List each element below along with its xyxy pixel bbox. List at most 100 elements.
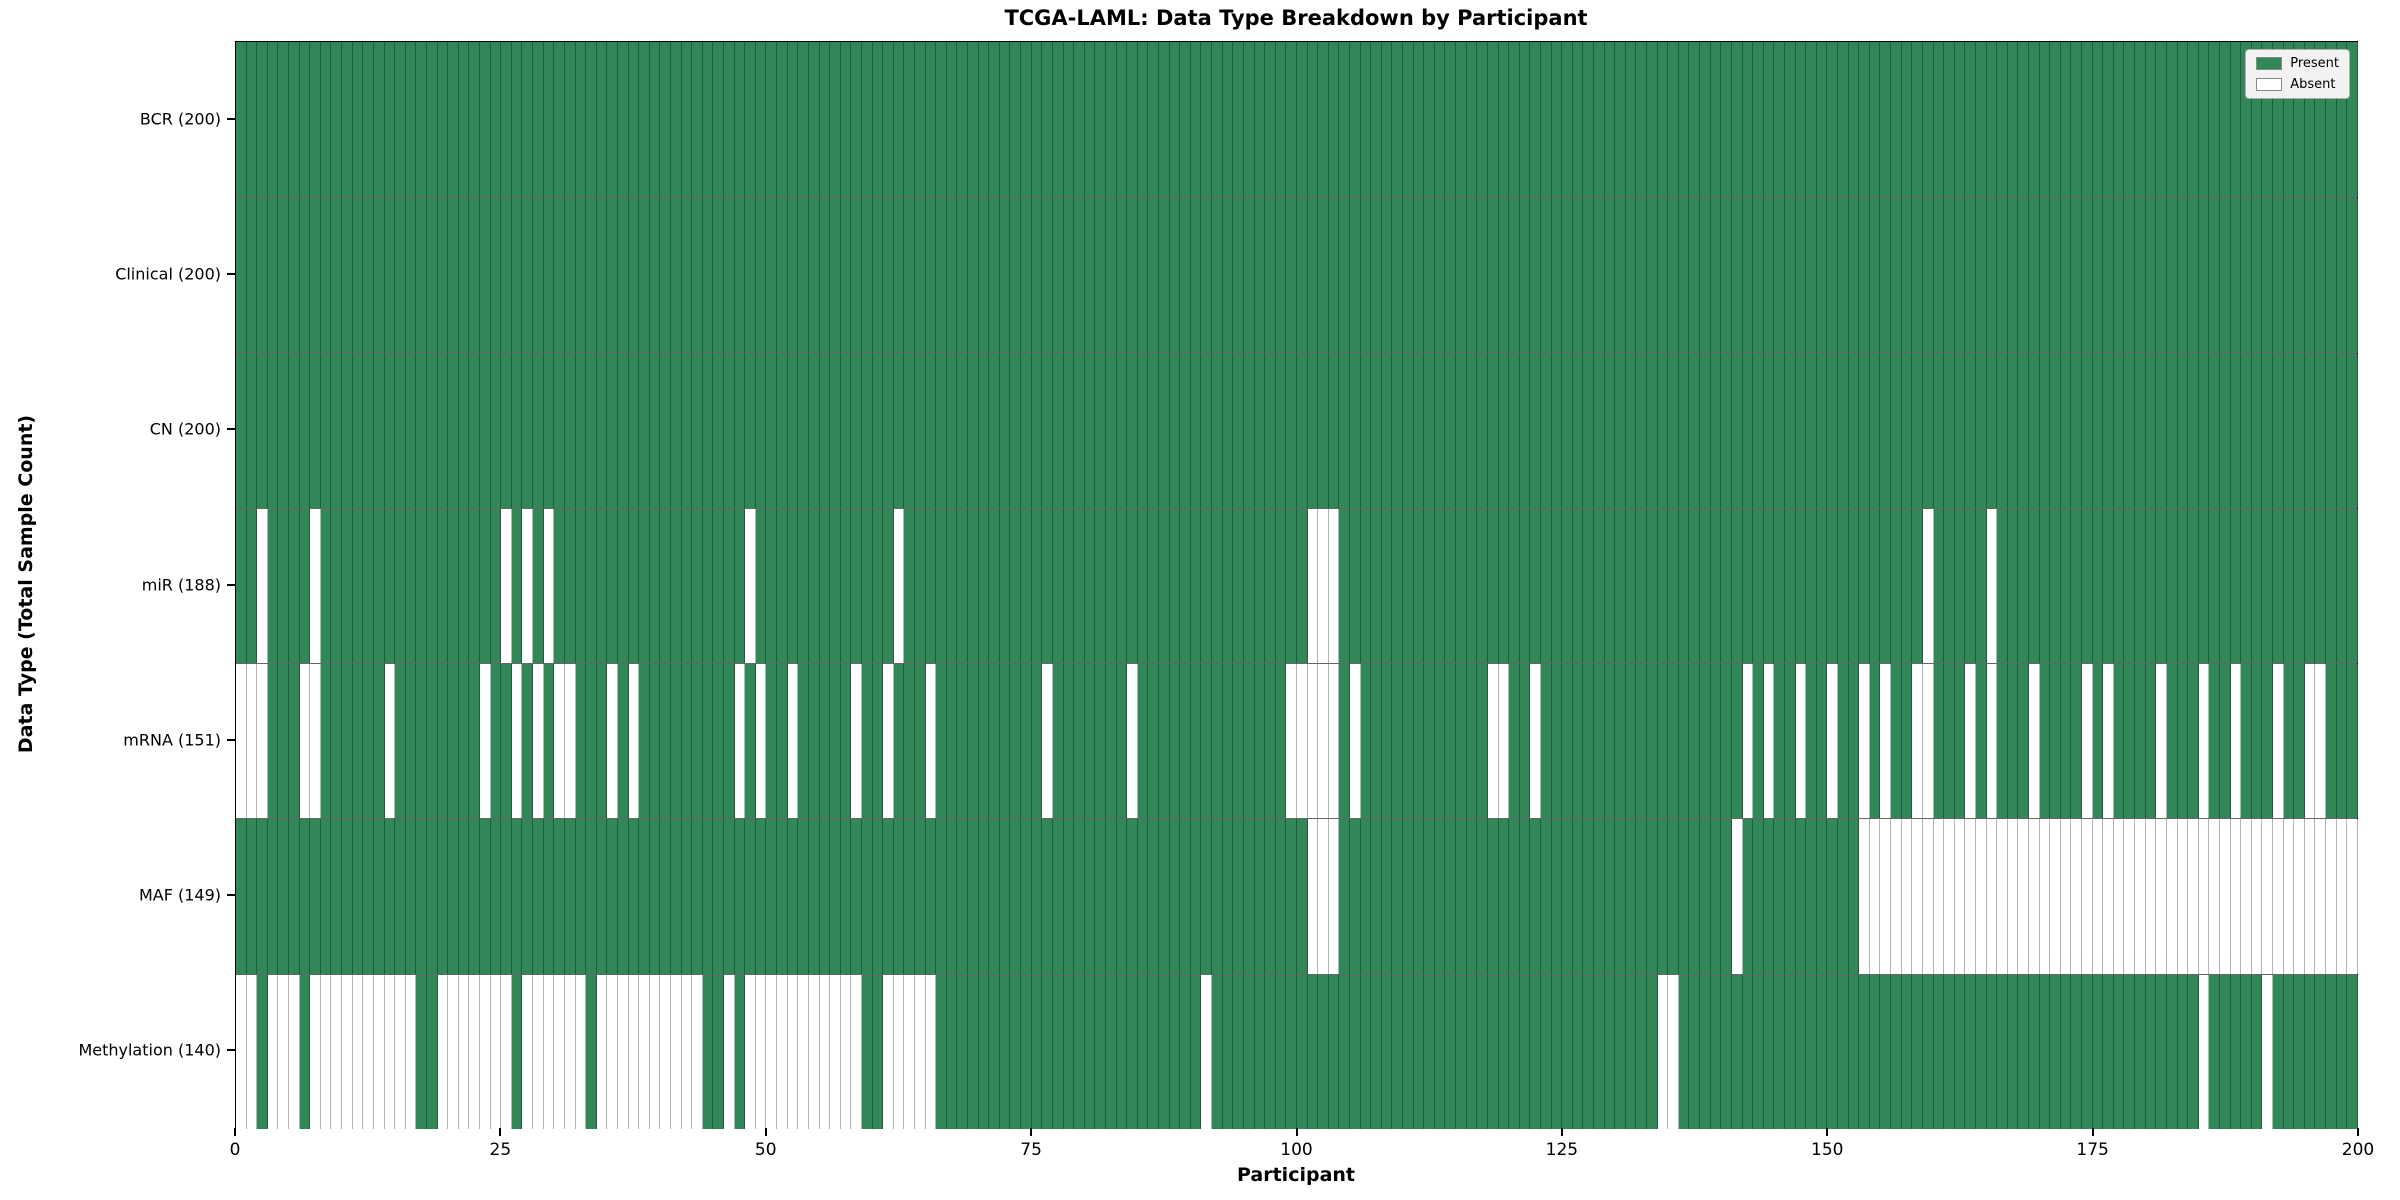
heatmap-cell — [777, 664, 788, 819]
heatmap-cell — [1880, 664, 1892, 819]
heatmap-cell — [1901, 198, 1913, 353]
heatmap-cell — [1668, 819, 1679, 974]
heatmap-cell — [2188, 664, 2199, 819]
heatmap-cell — [2315, 353, 2327, 508]
heatmap-cell — [246, 353, 258, 508]
heatmap-cell — [2028, 353, 2040, 508]
heatmap-cell — [1084, 664, 1096, 819]
heatmap-cell — [607, 819, 618, 974]
heatmap-cell — [1095, 664, 1106, 819]
heatmap-cell — [1615, 42, 1626, 198]
heatmap-cell — [915, 664, 926, 819]
heatmap-cell — [458, 974, 470, 1129]
heatmap-cell — [1084, 819, 1096, 974]
heatmap-cell — [1742, 819, 1754, 974]
heatmap-cell — [511, 42, 523, 198]
heatmap-cell — [373, 353, 385, 508]
heatmap-cell — [808, 664, 820, 819]
heatmap-cell — [1975, 664, 1987, 819]
heatmap-cell — [310, 974, 321, 1129]
heatmap-cell — [777, 974, 788, 1129]
heatmap-cell — [2315, 819, 2327, 974]
heatmap-cell — [893, 974, 905, 1129]
heatmap-cell — [1477, 198, 1488, 353]
heatmap-cell — [1551, 819, 1563, 974]
heatmap-cell — [1466, 42, 1478, 198]
heatmap-cell — [1095, 198, 1106, 353]
heatmap-cell — [1190, 198, 1202, 353]
heatmap-cell — [2177, 353, 2189, 508]
heatmap-cell — [575, 974, 587, 1129]
heatmap-cell — [320, 508, 332, 664]
heatmap-cell — [946, 974, 958, 1129]
heatmap-cell — [851, 819, 862, 974]
x-tick-label: 25 — [489, 1140, 512, 1160]
heatmap-cell — [2028, 819, 2040, 974]
heatmap-cell — [2124, 819, 2136, 974]
heatmap-cell — [1307, 198, 1319, 353]
heatmap-cell — [1944, 974, 1955, 1129]
heatmap-cell — [1647, 353, 1658, 508]
heatmap-cell — [766, 42, 778, 198]
heatmap-cell — [1997, 664, 2008, 819]
heatmap-cell — [1678, 819, 1690, 974]
heatmap-cell — [2177, 664, 2189, 819]
heatmap-cell — [2177, 508, 2189, 664]
heatmap-cell — [851, 664, 862, 819]
heatmap-cell — [257, 819, 268, 974]
x-tick-mark — [2091, 1128, 2094, 1136]
heatmap-cell — [1127, 353, 1138, 508]
heatmap-cell — [1243, 819, 1255, 974]
heatmap-cell — [1349, 353, 1361, 508]
heatmap-cell — [1912, 974, 1923, 1129]
heatmap-cell — [2166, 664, 2178, 819]
heatmap-cell — [2219, 353, 2231, 508]
heatmap-cell — [1530, 819, 1541, 974]
heatmap-cell — [1583, 664, 1594, 819]
heatmap-cell — [1456, 353, 1467, 508]
heatmap-cell — [522, 198, 534, 353]
heatmap-cell — [596, 42, 608, 198]
heatmap-cell — [490, 42, 502, 198]
heatmap-cell — [1159, 42, 1170, 198]
heatmap-cell — [2198, 42, 2210, 198]
heatmap-cell — [2071, 42, 2083, 198]
heatmap-cell — [1487, 819, 1499, 974]
heatmap-cell — [1424, 974, 1435, 1129]
heatmap-cell — [2347, 42, 2358, 198]
heatmap-cell — [936, 819, 947, 974]
heatmap-cell — [1127, 974, 1138, 1129]
heatmap-cell — [819, 974, 831, 1129]
heatmap-cell — [586, 42, 597, 198]
heatmap-cell — [1763, 819, 1775, 974]
heatmap-cell — [1668, 198, 1679, 353]
heatmap-cell — [787, 664, 799, 819]
heatmap-cell — [2198, 198, 2210, 353]
heatmap-cell — [352, 508, 364, 664]
heatmap-cell — [1604, 353, 1616, 508]
heatmap-cell — [501, 819, 512, 974]
heatmap-cell — [936, 664, 947, 819]
heatmap-cell — [819, 508, 831, 664]
heatmap-cell — [724, 353, 735, 508]
heatmap-cell — [1084, 42, 1096, 198]
heatmap-cell — [1265, 508, 1276, 664]
heatmap-cell — [257, 508, 268, 664]
heatmap-cell — [1784, 819, 1796, 974]
heatmap-cell — [1063, 198, 1075, 353]
heatmap-cell — [469, 353, 481, 508]
heatmap-cell — [808, 353, 820, 508]
heatmap-cell — [2071, 198, 2083, 353]
heatmap-cell — [830, 353, 841, 508]
heatmap-cell — [522, 42, 534, 198]
heatmap-cell — [819, 664, 831, 819]
heatmap-cell — [480, 664, 491, 819]
heatmap-cell — [2304, 353, 2316, 508]
heatmap-cell — [724, 664, 735, 819]
heatmap-cell — [310, 198, 321, 353]
heatmap-cell — [246, 819, 258, 974]
heatmap-cell — [1689, 819, 1701, 974]
heatmap-cell — [490, 353, 502, 508]
heatmap-cell — [1466, 819, 1478, 974]
heatmap-cell — [1816, 508, 1828, 664]
